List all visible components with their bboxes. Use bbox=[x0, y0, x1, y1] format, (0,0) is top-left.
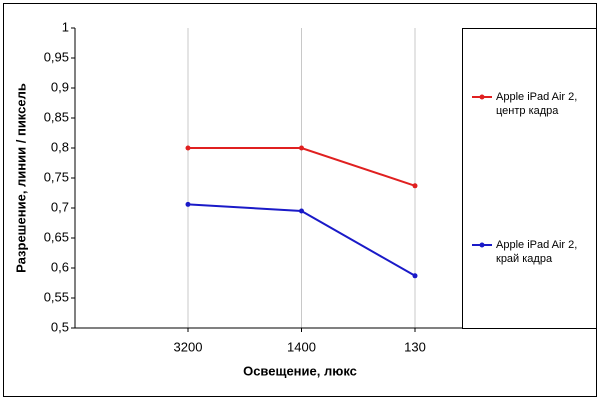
y-tick-label: 0,6 bbox=[51, 259, 69, 274]
legend-box bbox=[462, 28, 597, 329]
y-tick-label: 0,7 bbox=[51, 199, 69, 214]
data-point bbox=[299, 145, 304, 151]
data-point bbox=[299, 208, 304, 214]
y-axis-title: Разрешение, линии / пиксель bbox=[13, 83, 28, 273]
y-tick-label: 1 bbox=[62, 19, 69, 34]
x-tick-label: 1400 bbox=[287, 339, 316, 354]
x-tick-label: 3200 bbox=[174, 339, 203, 354]
legend-label: Apple iPad Air 2, край кадра bbox=[496, 239, 578, 265]
legend-marker bbox=[479, 242, 485, 248]
y-tick-label: 0,65 bbox=[44, 229, 69, 244]
plot-area bbox=[75, 28, 463, 329]
y-tick-label: 0,75 bbox=[44, 169, 69, 184]
data-point bbox=[185, 201, 191, 207]
data-point bbox=[412, 273, 418, 279]
x-tick-label: 130 bbox=[404, 339, 426, 354]
data-point bbox=[412, 183, 418, 189]
legend-label: Apple iPad Air 2, центр кадра bbox=[496, 91, 578, 117]
data-point bbox=[185, 145, 191, 151]
y-tick-label: 0,9 bbox=[51, 79, 69, 94]
y-tick-label: 0,8 bbox=[51, 139, 69, 154]
y-tick-label: 0,5 bbox=[51, 319, 69, 334]
legend-marker bbox=[479, 94, 485, 100]
y-tick-label: 0,55 bbox=[44, 289, 69, 304]
y-tick-label: 0,85 bbox=[44, 109, 69, 124]
x-axis-title: Освещение, люкс bbox=[243, 363, 357, 378]
y-tick-label: 0,95 bbox=[44, 49, 69, 64]
